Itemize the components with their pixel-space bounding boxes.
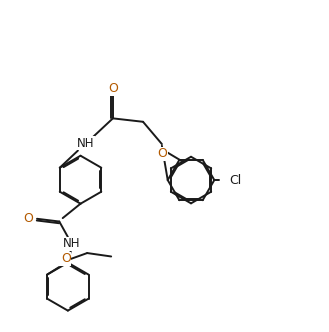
Text: O: O <box>61 252 71 265</box>
Text: NH: NH <box>63 237 80 250</box>
Text: O: O <box>158 147 167 160</box>
Text: NH: NH <box>77 136 94 149</box>
Text: O: O <box>108 82 118 95</box>
Text: Cl: Cl <box>229 174 241 187</box>
Text: O: O <box>23 212 33 225</box>
